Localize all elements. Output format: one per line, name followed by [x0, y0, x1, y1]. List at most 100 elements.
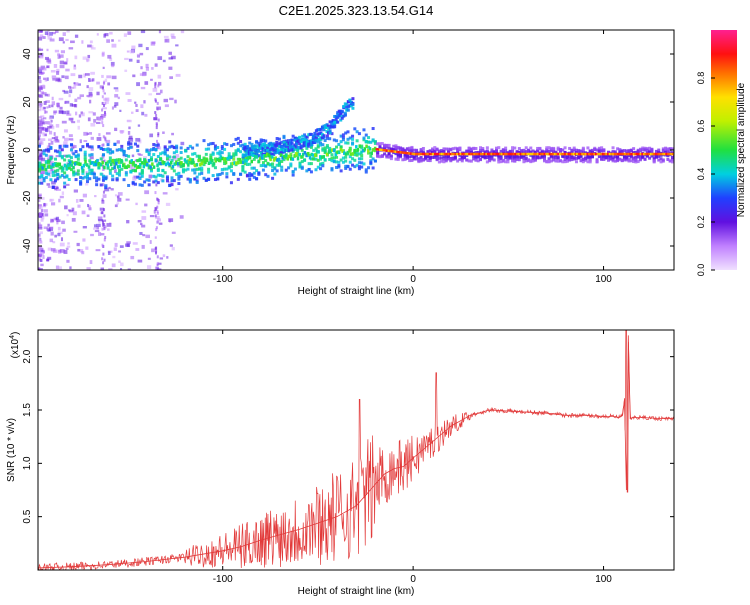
heatmap-halo-cell	[99, 183, 103, 187]
heatmap-noise-cell	[162, 192, 168, 195]
heatmap-halo-cell	[42, 177, 46, 181]
heatmap-halo-cell	[298, 162, 302, 166]
heatmap-ridge-cell	[121, 163, 125, 168]
heatmap-halo-cell	[220, 168, 224, 172]
heatmap-branch-cell	[282, 148, 286, 152]
heatmap-noise-cell	[66, 58, 69, 62]
heatmap-halo-cell	[670, 160, 674, 164]
heatmap-ridge-cell	[344, 152, 348, 156]
heatmap-halo-cell	[625, 149, 629, 153]
heatmap-noise-cell	[101, 227, 104, 231]
heatmap-ridge-cell	[636, 152, 639, 156]
heatmap-noise-cell	[102, 89, 105, 93]
heatmap-noise-cell	[114, 127, 118, 132]
heatmap-noise-cell	[126, 243, 131, 248]
heatmap-halo-cell	[362, 136, 366, 140]
heatmap-halo-cell	[264, 164, 268, 168]
heatmap-noise-cell	[64, 205, 68, 210]
heatmap-noise-cell	[158, 262, 162, 265]
heatmap-branch-cell	[253, 144, 257, 148]
heatmap-ridge-cell	[63, 163, 67, 168]
heatmap-noise-cell	[104, 97, 110, 102]
heatmap-halo-cell	[401, 158, 405, 162]
heatmap-branch-cell	[285, 142, 289, 146]
heatmap-halo-cell	[168, 155, 172, 159]
heatmap-halo-cell	[403, 155, 407, 159]
heatmap-halo-cell	[188, 180, 192, 184]
heatmap-halo-cell	[154, 143, 158, 147]
heatmap-noise-cell	[43, 226, 48, 230]
heatmap-noise-cell	[154, 251, 157, 255]
heatmap-branch-cell	[278, 151, 282, 155]
heatmap-ridge-cell	[363, 147, 367, 151]
heatmap-noise-cell	[39, 94, 44, 98]
snr-x-tick-label: -100	[213, 574, 233, 585]
heatmap-halo-cell	[456, 151, 460, 155]
heatmap-noise-cell	[64, 101, 67, 104]
heatmap-branch-cell	[244, 153, 248, 157]
heatmap-branch-cell	[328, 120, 332, 124]
heatmap-noise-cell	[38, 194, 42, 198]
heatmap-halo-cell	[456, 148, 460, 152]
heatmap-halo-cell	[465, 158, 469, 162]
heatmap-halo-cell	[341, 133, 345, 137]
heatmap-noise-cell	[66, 30, 70, 33]
heatmap-branch-cell	[328, 125, 332, 129]
heatmap-branch-cell	[310, 142, 314, 146]
heatmap-ridge-cell	[468, 152, 471, 156]
heatmap-ridge-cell	[337, 150, 341, 155]
snr-series-line	[38, 335, 674, 569]
heatmap-halo-cell	[389, 154, 393, 158]
heatmap-halo-cell	[58, 175, 62, 179]
heatmap-ridge-cell	[668, 152, 672, 156]
heatmap-ridge-cell	[308, 155, 312, 160]
heatmap-noise-cell	[103, 225, 106, 229]
heatmap-halo-cell	[561, 154, 565, 158]
heatmap-halo-cell	[485, 160, 489, 164]
heatmap-noise-cell	[112, 255, 116, 259]
heatmap-noise-cell	[102, 223, 105, 227]
heatmap-ridge-cell	[478, 152, 481, 156]
heatmap-noise-cell	[111, 64, 115, 68]
heatmap-branch-cell	[276, 148, 280, 152]
svg-text:(x104): (x104)	[9, 332, 21, 359]
heatmap-halo-cell	[483, 155, 487, 159]
heatmap-ridge-cell	[445, 152, 449, 156]
heatmap-halo-cell	[554, 156, 558, 160]
heatmap-halo-cell	[371, 139, 375, 143]
heatmap-ridge-cell	[260, 155, 264, 160]
heatmap-branch-cell	[246, 144, 250, 148]
heatmap-noise-cell	[61, 220, 65, 225]
heatmap-halo-cell	[88, 159, 92, 163]
heatmap-ridge-cell	[127, 164, 130, 168]
heatmap-halo-cell	[410, 154, 414, 158]
heatmap-halo-cell	[163, 149, 167, 153]
heatmap-halo-cell	[177, 177, 181, 181]
heatmap-halo-cell	[412, 155, 416, 159]
heatmap-noise-cell	[104, 113, 107, 117]
heatmap-branch-cell	[302, 143, 306, 147]
heatmap-branch-cell	[287, 146, 291, 150]
heatmap-halo-cell	[325, 134, 329, 138]
heatmap-halo-cell	[469, 159, 473, 163]
heatmap-ridge-cell	[394, 150, 397, 153]
heatmap-halo-cell	[209, 142, 213, 146]
heatmap-halo-cell	[332, 160, 336, 164]
heatmap-halo-cell	[634, 150, 638, 154]
heatmap-ridge-cell	[534, 152, 538, 156]
heatmap-branch-cell	[336, 113, 340, 117]
heatmap-halo-cell	[218, 172, 222, 176]
heatmap-noise-cell	[157, 134, 160, 138]
heatmap-halo-cell	[42, 149, 46, 153]
heatmap-halo-cell	[424, 155, 428, 159]
heatmap-ridge-cell	[427, 152, 430, 156]
heatmap-halo-cell	[147, 151, 151, 155]
heatmap-noise-cell	[155, 121, 158, 125]
heatmap-noise-cell	[103, 238, 106, 242]
heatmap-halo-cell	[165, 154, 169, 158]
heatmap-noise-cell	[104, 136, 107, 140]
heatmap-ridge-cell	[348, 149, 351, 153]
heatmap-noise-cell	[41, 131, 45, 135]
heatmap-ridge-cell	[598, 152, 601, 156]
heatmap-ridge-cell	[233, 161, 236, 165]
